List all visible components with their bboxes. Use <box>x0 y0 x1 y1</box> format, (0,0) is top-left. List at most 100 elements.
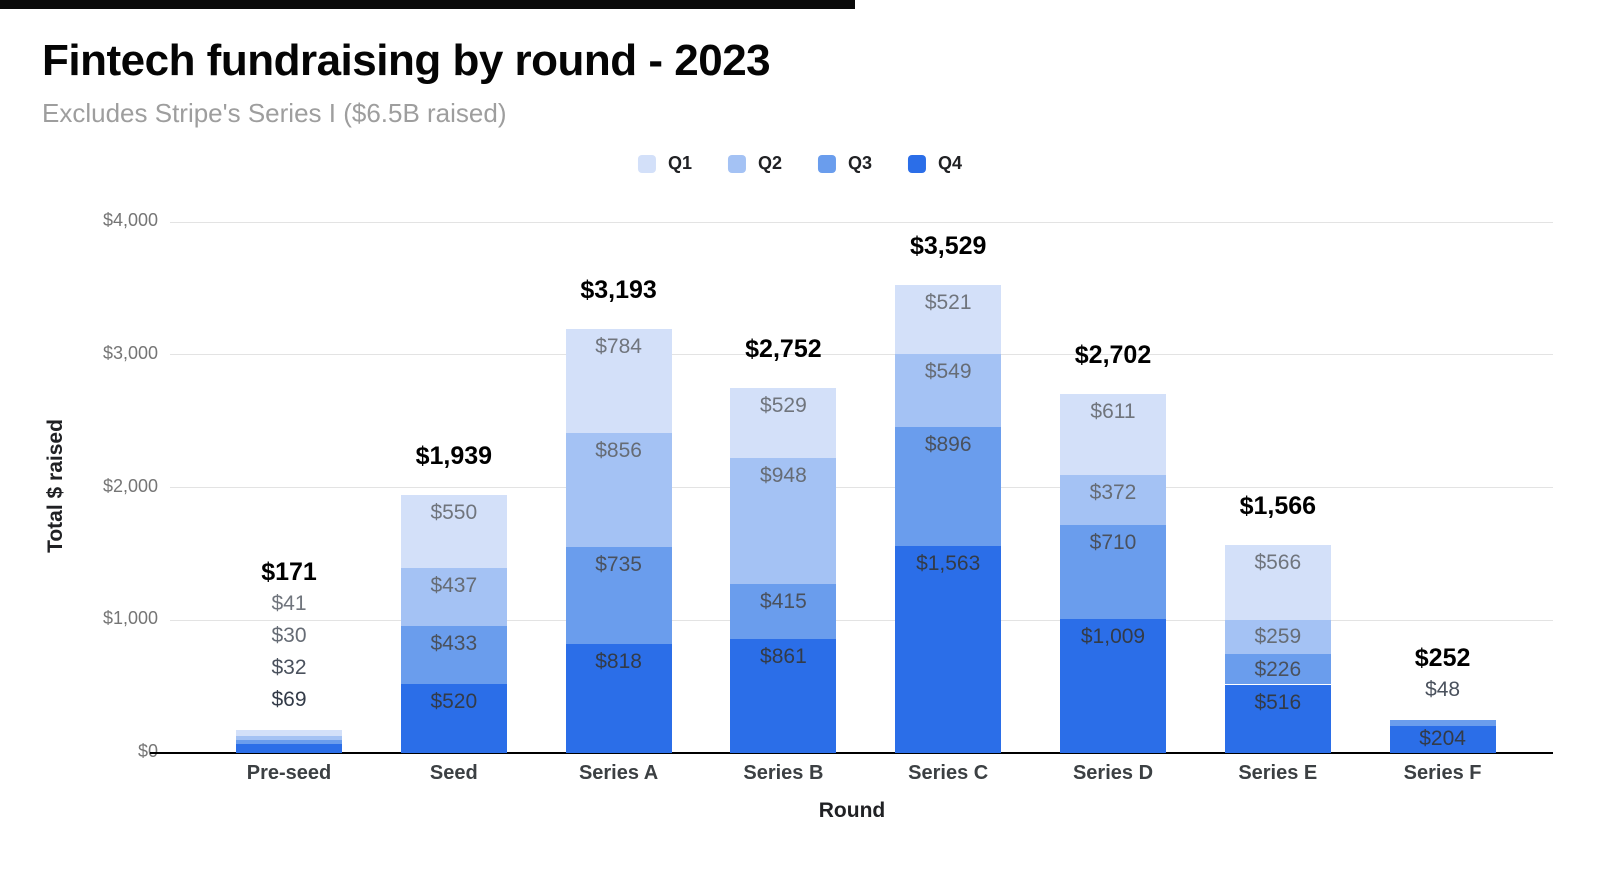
y-tick-label: $3,000 <box>102 342 158 363</box>
window-edge-strip <box>0 0 855 9</box>
segment-value-label: $948 <box>760 463 807 487</box>
gridline <box>170 619 1553 621</box>
segment-value-label: $1,563 <box>916 551 981 575</box>
segment-value-label-outside: $69 <box>271 688 307 712</box>
segment-value-label: $226 <box>1254 657 1302 681</box>
segment-value-label: $856 <box>595 439 642 463</box>
legend-item: Q4 <box>908 153 962 174</box>
legend-label: Q2 <box>757 153 782 173</box>
segment-value-label: $520 <box>430 689 478 713</box>
segment-value-label: $437 <box>430 574 478 598</box>
legend-label: Q3 <box>848 153 873 173</box>
bar-segment-q2 <box>730 457 837 584</box>
legend-swatch-q1 <box>637 154 656 173</box>
bar-segment-q2 <box>1060 475 1166 525</box>
legend-label: Q4 <box>938 153 963 173</box>
chart-subtitle: Excludes Stripe's Series I ($6.5B raised… <box>42 98 507 128</box>
bar-segment-q2 <box>400 568 507 627</box>
bar-segment-q3 <box>236 739 342 744</box>
segment-value-label: $784 <box>595 335 642 359</box>
segment-value-label: $372 <box>1089 481 1137 505</box>
legend-item: Q2 <box>727 153 782 174</box>
bar-segment-q1 <box>895 284 1002 354</box>
segment-value-label-outside: $32 <box>271 656 307 680</box>
segment-value-label: $433 <box>430 632 478 656</box>
segment-value-label: $566 <box>1254 550 1302 574</box>
bar-total-label: $2,702 <box>1074 341 1152 370</box>
legend-swatch-q2 <box>727 154 746 173</box>
bar-segment-q3 <box>1389 719 1496 726</box>
segment-value-label: $549 <box>924 359 972 383</box>
bar-segment-q3 <box>1224 654 1331 685</box>
bar-segment-q1 <box>565 329 672 434</box>
bar-segment-q4 <box>895 545 1002 753</box>
segment-value-label: $204 <box>1419 727 1466 751</box>
x-category-label: Series C <box>908 762 989 784</box>
bar-total-label: $252 <box>1414 643 1471 672</box>
legend-item: Q1 <box>637 153 692 174</box>
bar-segment-q1 <box>1060 394 1166 476</box>
bar-segment-q1 <box>1224 544 1331 621</box>
y-tick-label: $1,000 <box>102 608 158 629</box>
segment-value-label: $529 <box>760 393 807 417</box>
bar-total-label: $1,566 <box>1239 491 1317 520</box>
segment-value-label: $259 <box>1254 625 1302 649</box>
bar-segment-q1 <box>400 495 507 569</box>
bar-segment-q4 <box>236 743 342 753</box>
bar-total-label: $2,752 <box>745 334 822 363</box>
bar-segment-q4 <box>565 644 672 753</box>
legend-swatch-q4 <box>908 154 927 173</box>
x-category-label: Pre-seed <box>246 762 332 784</box>
segment-value-label: $521 <box>924 290 972 314</box>
y-tick-label: $2,000 <box>102 475 158 496</box>
legend-item: Q3 <box>818 153 872 174</box>
segment-value-label: $896 <box>924 432 972 456</box>
x-category-label: Series A <box>578 762 659 784</box>
segment-value-label-outside: $48 <box>1425 677 1461 701</box>
segment-value-label: $861 <box>760 644 807 668</box>
gridline <box>170 354 1553 356</box>
bar-segment-q4 <box>400 683 507 753</box>
bar-total-label: $3,529 <box>909 231 987 260</box>
chart-title: Fintech fundraising by round - 2023 <box>42 36 771 85</box>
bar-segment-q3 <box>565 546 672 645</box>
bar-segment-q4 <box>1389 725 1496 753</box>
segment-value-label: $611 <box>1090 400 1136 424</box>
bar-segment-q1 <box>730 387 837 458</box>
gridline <box>170 487 1553 488</box>
bar-total-label: $171 <box>261 558 317 587</box>
x-category-label: Series D <box>1072 762 1154 784</box>
bar-segment-q3 <box>1060 524 1166 620</box>
bar-segment-q3 <box>400 626 507 684</box>
segment-value-label: $1,009 <box>1080 625 1146 649</box>
bar-segment-q3 <box>730 583 837 639</box>
bar-segment-q3 <box>895 426 1002 546</box>
x-category-label: Series F <box>1403 762 1482 784</box>
bar-segment-q4 <box>1224 684 1331 753</box>
y-tick-label: $0 <box>137 741 158 761</box>
segment-value-label: $735 <box>595 552 642 576</box>
legend-swatch-q3 <box>818 154 836 173</box>
segment-value-label-outside: $41 <box>271 592 307 616</box>
gridline <box>170 221 1553 223</box>
x-axis-title: Round <box>818 799 886 822</box>
x-category-label: Seed <box>429 762 478 784</box>
legend: Q1 Q2 Q3 Q4 <box>637 153 962 174</box>
segment-value-label: $550 <box>430 501 478 525</box>
segment-value-label: $710 <box>1089 530 1137 554</box>
bar-total-label: $1,939 <box>415 442 493 471</box>
bar-total-label: $3,193 <box>580 276 657 305</box>
segment-value-label-outside: $30 <box>271 624 307 648</box>
bar-segment-q2 <box>236 735 342 740</box>
legend-label: Q1 <box>667 153 692 173</box>
x-category-label: Series B <box>743 762 824 784</box>
bar-segment-q2 <box>895 353 1002 427</box>
bar-segment-q1 <box>236 730 342 736</box>
x-category-label: Series E <box>1238 762 1318 784</box>
segment-value-label: $415 <box>760 589 807 613</box>
bar-segment-q2 <box>565 433 672 547</box>
x-axis-line <box>150 752 1553 754</box>
segment-value-label: $516 <box>1254 690 1302 714</box>
bar-segment-q4 <box>730 638 837 753</box>
